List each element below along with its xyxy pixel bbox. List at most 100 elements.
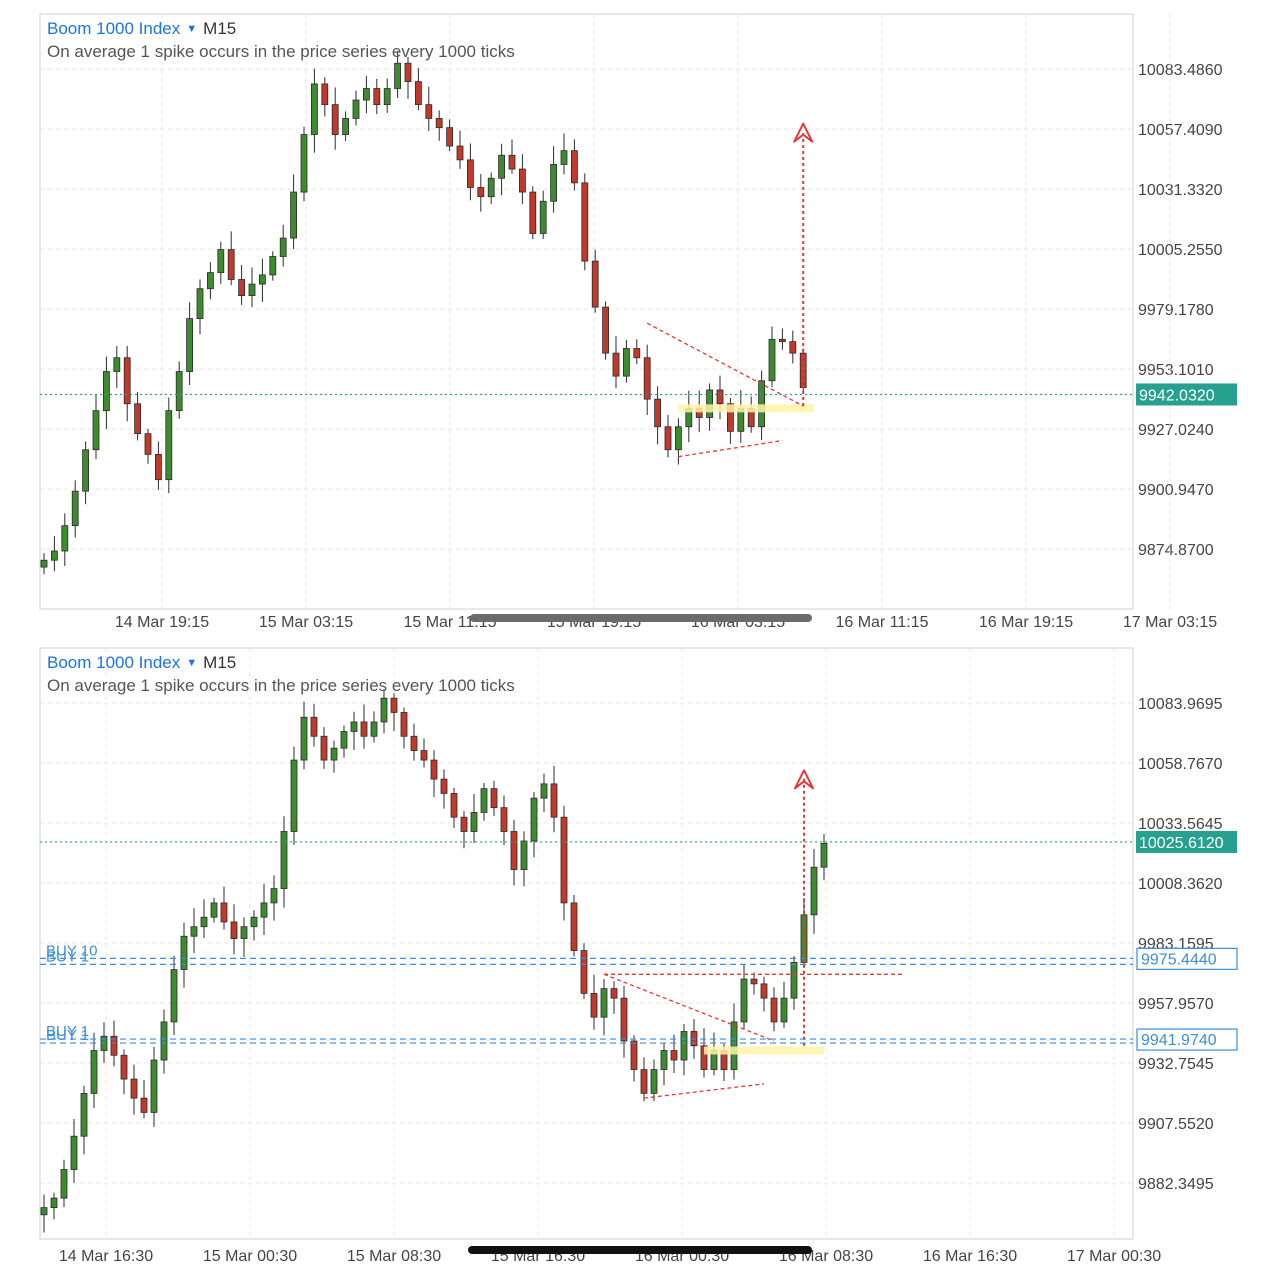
candle-body bbox=[620, 997, 628, 1042]
candle-body bbox=[220, 902, 228, 923]
current-price-label: 10025.6120 bbox=[1139, 835, 1224, 852]
x-tick-label: 15 Mar 03:15 bbox=[259, 614, 353, 631]
candle-body bbox=[450, 792, 458, 818]
candle-body bbox=[730, 1021, 738, 1070]
candle-body bbox=[750, 978, 758, 985]
candle-body bbox=[200, 916, 208, 928]
candle-body bbox=[640, 1069, 648, 1094]
plot-area bbox=[39, 13, 1134, 610]
candle-body bbox=[300, 716, 308, 761]
candle-body bbox=[550, 164, 557, 202]
y-tick-label: 10058.7670 bbox=[1138, 756, 1223, 773]
candle-body bbox=[180, 935, 188, 970]
y-tick-label: 10083.4860 bbox=[1138, 62, 1223, 79]
candle-body bbox=[360, 721, 368, 737]
candle-body bbox=[50, 1197, 58, 1209]
candle-body bbox=[740, 978, 748, 1023]
timeframe-label[interactable]: M15 bbox=[203, 653, 237, 672]
candle-body bbox=[630, 1040, 638, 1070]
candle-body bbox=[290, 759, 298, 832]
candle-body bbox=[380, 697, 388, 723]
candle-body bbox=[352, 99, 360, 119]
candle-body bbox=[477, 187, 485, 198]
candle-body bbox=[383, 88, 391, 106]
candle-body bbox=[40, 559, 48, 568]
candle-body bbox=[466, 159, 474, 188]
candle-body bbox=[227, 249, 235, 280]
order-line-label: BUY 1 bbox=[46, 1027, 89, 1044]
candle-body bbox=[217, 249, 225, 273]
y-tick-label: 9957.9570 bbox=[1138, 996, 1214, 1013]
candle-body bbox=[71, 490, 79, 527]
y-tick-label: 10005.2550 bbox=[1138, 242, 1223, 259]
candle-body bbox=[110, 1035, 118, 1056]
symbol-name[interactable]: Boom 1000 Index bbox=[47, 19, 181, 38]
candle-body bbox=[430, 759, 438, 780]
candle-body bbox=[770, 997, 778, 1023]
current-price-badge bbox=[1136, 830, 1237, 853]
candle-body bbox=[290, 191, 298, 239]
candle-body bbox=[340, 731, 348, 749]
scroll-handle[interactable] bbox=[470, 614, 812, 622]
symbol-name[interactable]: Boom 1000 Index bbox=[47, 653, 181, 672]
trendline bbox=[646, 322, 804, 407]
candlestick-chart[interactable]: 10083.4860 10057.4090 10031.3320 10005.2550… bbox=[0, 0, 1280, 640]
y-tick-label: 9874.8700 bbox=[1138, 542, 1214, 559]
candle-body bbox=[768, 338, 776, 382]
candle-body bbox=[420, 750, 428, 761]
candle-body bbox=[70, 1135, 78, 1170]
y-tick-label: 9882.3495 bbox=[1138, 1176, 1214, 1193]
candle-body bbox=[186, 318, 194, 372]
candle-body bbox=[480, 788, 488, 813]
x-tick-label: 16 Mar 19:15 bbox=[979, 614, 1073, 631]
candle-body bbox=[435, 118, 443, 129]
candle-body bbox=[680, 1031, 688, 1061]
scroll-handle[interactable] bbox=[468, 1246, 812, 1254]
candle-body bbox=[643, 357, 651, 400]
target-arrow-head bbox=[793, 122, 814, 143]
highlight-zone bbox=[704, 1046, 824, 1055]
timeframe-label[interactable]: M15 bbox=[203, 19, 237, 38]
candle-body bbox=[82, 449, 89, 492]
x-tick-label: 14 Mar 16:30 bbox=[59, 1248, 153, 1265]
candle-body bbox=[498, 154, 506, 179]
candlestick-chart[interactable]: 10083.9695 10058.7670 10033.5645 10008.3620… bbox=[0, 634, 1280, 1280]
candle-body bbox=[602, 306, 609, 354]
candle-body bbox=[330, 747, 338, 761]
chart-panel-1[interactable]: 10083.4860 10057.4090 10031.3320 10005.2550… bbox=[0, 0, 1280, 640]
chart-header: Boom 1000 Index ▼ M15 bbox=[47, 653, 236, 673]
candle-body bbox=[610, 988, 618, 999]
symbol-dropdown-icon[interactable]: ▼ bbox=[186, 23, 198, 35]
symbol-dropdown-icon[interactable]: ▼ bbox=[186, 657, 198, 669]
candle-body bbox=[706, 389, 713, 418]
chart-panel-2[interactable]: 10083.9695 10058.7670 10033.5645 10008.3620… bbox=[0, 634, 1280, 1280]
y-tick-label: 9907.5520 bbox=[1138, 1116, 1214, 1133]
candle-body bbox=[320, 735, 328, 761]
candle-body bbox=[134, 403, 142, 435]
candle-body bbox=[140, 1097, 148, 1113]
candle-body bbox=[581, 182, 589, 262]
candle-body bbox=[799, 352, 807, 389]
candle-body bbox=[370, 721, 378, 737]
target-arrow-head bbox=[794, 769, 814, 790]
order-price-label: 9941.9740 bbox=[1141, 1032, 1217, 1049]
y-tick-label: 10057.4090 bbox=[1138, 122, 1223, 139]
candle-body bbox=[390, 697, 398, 713]
candle-body bbox=[700, 1045, 708, 1070]
candle-body bbox=[144, 433, 152, 455]
candle-body bbox=[760, 983, 768, 999]
candle-body bbox=[470, 812, 478, 832]
candle-body bbox=[270, 888, 278, 904]
trendline bbox=[678, 439, 783, 458]
candle-body bbox=[238, 279, 246, 297]
y-tick-label: 9953.1010 bbox=[1138, 362, 1214, 379]
candle-body bbox=[61, 525, 69, 552]
candle-body bbox=[51, 550, 58, 561]
order-line-label: BUY 1 bbox=[46, 1023, 89, 1040]
candle-body bbox=[612, 352, 620, 377]
candle-body bbox=[373, 88, 381, 106]
candle-body bbox=[120, 1054, 128, 1080]
candle-body bbox=[190, 926, 198, 937]
candle-body bbox=[440, 778, 448, 794]
candle-body bbox=[500, 807, 508, 832]
